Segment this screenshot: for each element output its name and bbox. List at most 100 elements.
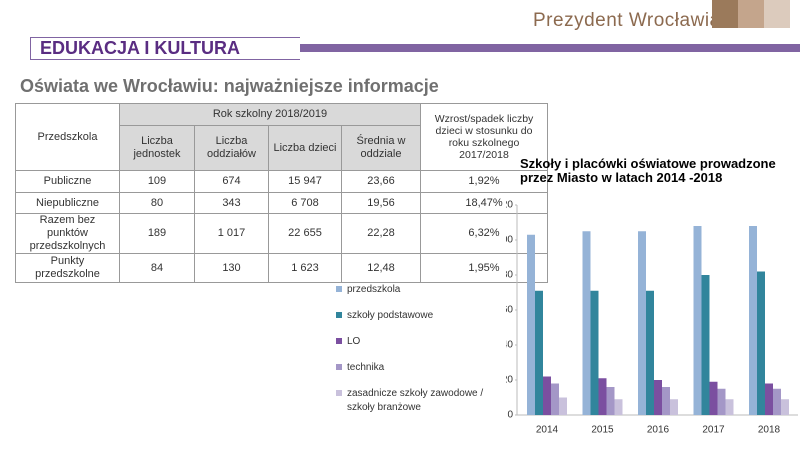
cell: Niepubliczne — [15, 192, 120, 214]
cell: 22 655 — [268, 213, 342, 254]
header-cell: Liczba dzieci — [268, 125, 342, 171]
legend-swatch — [336, 364, 342, 370]
cell: 6,32% — [420, 213, 548, 254]
x-tick-label: 2017 — [702, 425, 725, 436]
row: Razem bez punktów przedszkolnych 189 1 017… — [15, 213, 548, 254]
bar — [614, 399, 623, 415]
bar — [598, 378, 607, 415]
bar — [638, 231, 646, 415]
legend-item: przedszkola — [336, 283, 496, 309]
header-cell: Liczba oddziałów — [194, 125, 269, 171]
legend-swatch — [336, 286, 342, 292]
cell: 1,95% — [420, 253, 548, 283]
header-cell: Rok szkolny 2018/2019 — [119, 103, 421, 126]
chart-title: Szkoły i placówki oświatowe prowadzone p… — [520, 156, 776, 185]
legend-label: LO — [347, 336, 361, 347]
cell: 22,28 — [341, 213, 421, 254]
row: Publiczne 109 674 15 947 23,66 1,92% — [15, 170, 548, 193]
header-row: Przedszkola Rok szkolny 2018/2019 Wzrost/s… — [15, 103, 548, 171]
y-tick-label: 20 — [506, 375, 513, 386]
bar — [693, 226, 702, 415]
cell: 1 017 — [194, 213, 269, 254]
legend: przedszkola szkoły podstawowe LO technika za… — [336, 283, 496, 413]
bar — [590, 290, 599, 415]
bar — [582, 231, 591, 415]
cell: Razem bez punktów przedszkolnych — [15, 213, 120, 254]
bar — [757, 271, 765, 415]
cell: Punkty przedszkolne — [15, 253, 120, 283]
cell: 189 — [119, 213, 195, 254]
bar — [781, 399, 789, 415]
cell: 12,48 — [341, 253, 421, 283]
legend-item: technika — [336, 361, 496, 387]
y-tick-label: 80 — [506, 270, 513, 281]
cell: 15 947 — [268, 170, 342, 193]
bar — [535, 290, 543, 415]
y-tick-label: 0 — [507, 410, 513, 421]
cell: 19,56 — [341, 192, 421, 214]
legend-swatch — [336, 390, 342, 396]
legend-label: przedszkola — [347, 284, 401, 295]
chart: 0 20 40 60 80 100 120 2014 2015 2016 2017 2018 — [506, 200, 798, 436]
brand-block — [764, 0, 790, 28]
section-title: EDUKACJA I KULTURA — [40, 38, 240, 58]
bar — [543, 376, 551, 415]
header-cell: Średnia w oddziale — [341, 125, 421, 171]
bar — [527, 234, 535, 415]
bar — [606, 387, 615, 415]
cell: 6 708 — [268, 192, 342, 214]
x-tick-label: 2018 — [758, 425, 781, 436]
legend-label: technika — [347, 362, 385, 373]
header-cell: Liczba jednostek — [119, 125, 195, 171]
header-row: Liczba jednostek Liczba oddziałów Liczba d… — [16, 125, 548, 171]
bar — [701, 275, 710, 415]
row: Niepubliczne 80 343 6 708 19,56 18,47% — [15, 192, 548, 214]
y-tick-label: 100 — [506, 235, 513, 246]
cell: 80 — [119, 192, 195, 214]
header-cell: Przedszkola — [15, 103, 120, 171]
y-tick-label: 40 — [506, 340, 513, 351]
cell: 18,47% — [420, 192, 548, 214]
bar — [749, 226, 757, 415]
bar — [662, 387, 670, 415]
bar — [559, 397, 567, 415]
cell: 109 — [119, 170, 195, 193]
bar — [717, 388, 726, 415]
cell: 674 — [194, 170, 269, 193]
brand-block — [738, 0, 764, 28]
header-cell: Wzrost/spadek liczby dzieci w stosunku d… — [420, 103, 548, 171]
bar — [765, 383, 773, 415]
bar — [773, 388, 781, 415]
bar — [709, 381, 718, 415]
legend-item: LO — [336, 335, 496, 361]
bar — [654, 380, 662, 415]
cell: 130 — [194, 253, 269, 283]
bar — [670, 399, 678, 415]
x-tick-label: 2015 — [591, 425, 614, 436]
legend-label: szkoły podstawowe — [347, 310, 434, 321]
y-tick-label: 60 — [506, 305, 513, 316]
row: Punkty przedszkolne 84 130 1 623 12,48 1,95% — [15, 253, 548, 283]
bar — [551, 383, 559, 415]
y-tick-label: 120 — [506, 200, 513, 211]
table: Przedszkola Rok szkolny 2018/2019 Wzrost/s… — [15, 103, 548, 283]
x-tick-label: 2016 — [647, 425, 670, 436]
cell: 1,92% — [420, 170, 548, 193]
legend-label: zasadnicze szkoły zawodowe / szkoły bran… — [347, 388, 484, 413]
subtitle: Oświata we Wrocławiu: najważniejsze info… — [20, 76, 439, 96]
legend-item: szkoły podstawowe — [336, 309, 496, 335]
legend-swatch — [336, 312, 342, 318]
bar — [646, 290, 654, 415]
cell: Publiczne — [15, 170, 120, 193]
cell: 343 — [194, 192, 269, 214]
legend-item: zasadnicze szkoły zawodowe / szkoły bran… — [336, 387, 496, 413]
cell: 84 — [119, 253, 195, 283]
legend-swatch — [336, 338, 342, 344]
brand-block — [712, 0, 738, 28]
section-bar — [300, 44, 800, 52]
bar — [725, 399, 734, 415]
cell: 23,66 — [341, 170, 421, 193]
cell: 1 623 — [268, 253, 342, 283]
x-tick-label: 2014 — [536, 425, 559, 436]
